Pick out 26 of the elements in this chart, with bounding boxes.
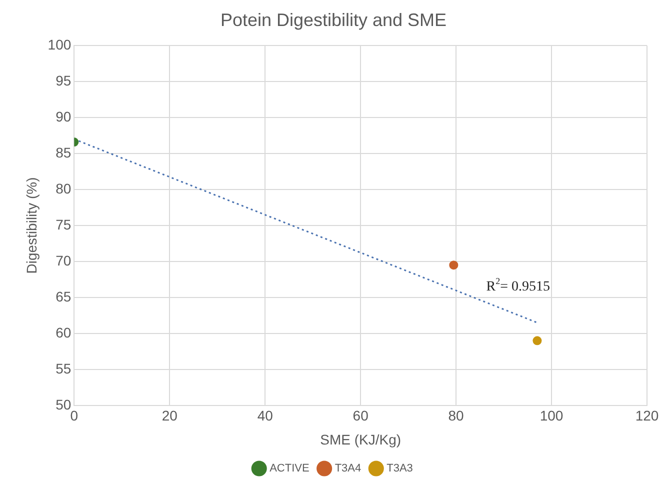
legend-label: T3A4 <box>334 462 362 475</box>
point <box>449 260 458 270</box>
y-tick-label: 60 <box>56 324 72 340</box>
y-tick-label: 70 <box>56 252 72 268</box>
x-tick-label: 20 <box>162 408 178 424</box>
x-tick-label: 60 <box>352 408 369 424</box>
y-axis-title: Digestibility (%) <box>23 177 40 274</box>
x-tick-label: 40 <box>257 408 274 424</box>
legend-label: ACTIVE <box>270 462 310 475</box>
x-tick-label: 0 <box>70 408 78 424</box>
chart-title: Potein Digestibility and SME <box>220 10 447 30</box>
y-tick-label: 55 <box>56 360 72 376</box>
x-tick-label: 80 <box>448 408 464 424</box>
y-tick-label: 100 <box>48 36 72 52</box>
y-tick-label: 75 <box>56 216 72 232</box>
x-axis-title: SME (KJ/Kg) <box>320 431 402 448</box>
x-tick-label: 120 <box>635 408 659 424</box>
y-tick-label: 90 <box>56 108 72 124</box>
x-tick-label: 100 <box>540 408 564 424</box>
y-tick-label: 85 <box>56 144 72 160</box>
y-tick-label: 95 <box>56 72 72 88</box>
y-tick-label: 50 <box>56 396 72 412</box>
legend-label: T3A3 <box>386 462 413 475</box>
point <box>532 336 542 346</box>
y-tick-label: 65 <box>56 288 72 304</box>
y-tick-label: 80 <box>56 180 72 196</box>
